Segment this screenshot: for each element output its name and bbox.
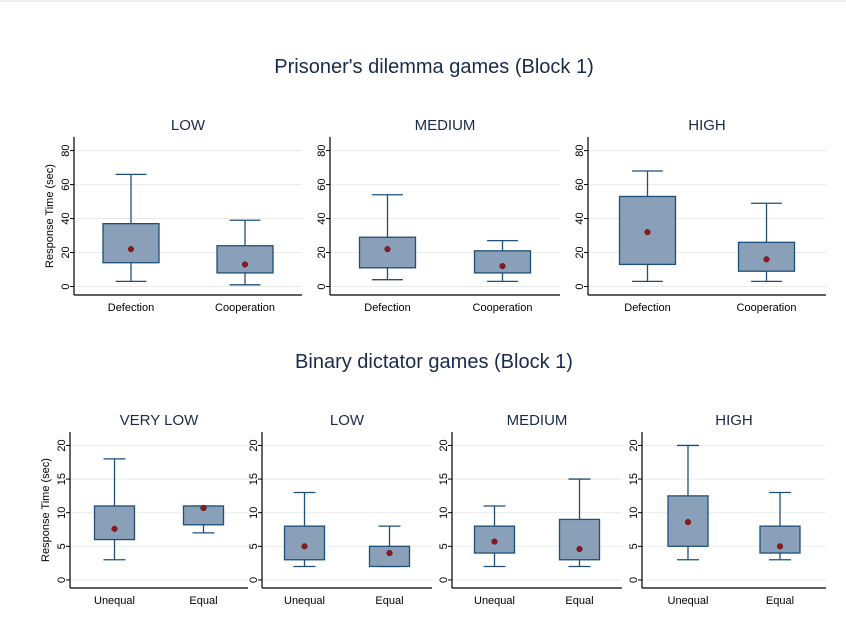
y-tick-label: 80: [60, 144, 72, 156]
box-iqr: [102, 222, 160, 264]
mean-marker: [241, 261, 249, 268]
panel-title: MEDIUM: [415, 117, 476, 134]
x-category-label: Equal: [375, 595, 403, 607]
y-tick-label: 0: [248, 577, 260, 583]
y-tick-label: 20: [316, 246, 328, 258]
y-tick-label: 5: [248, 543, 260, 549]
mean-marker: [499, 263, 506, 270]
y-tick-label: 10: [56, 507, 68, 519]
box-iqr: [93, 505, 136, 541]
x-category-label: Cooperation: [473, 302, 533, 314]
panel-title: LOW: [171, 117, 206, 134]
x-category-label: Defection: [364, 302, 410, 314]
y-tick-label: 0: [60, 283, 72, 289]
y-tick-label: 40: [316, 212, 328, 224]
y-tick-label: 10: [438, 507, 450, 519]
x-category-label: Equal: [189, 595, 217, 607]
y-tick-label: 60: [60, 178, 72, 190]
y-tick-label: 80: [574, 144, 586, 156]
y-tick-label: 0: [574, 283, 586, 289]
x-category-label: Cooperation: [215, 302, 275, 314]
section-title: Binary dictator games (Block 1): [295, 351, 573, 373]
y-tick-label: 0: [628, 577, 640, 583]
x-category-label: Unequal: [668, 595, 709, 607]
mean-marker: [644, 229, 651, 236]
top-divider: [0, 0, 846, 2]
x-category-label: Equal: [565, 595, 593, 607]
y-tick-label: 20: [60, 246, 72, 258]
box-iqr: [473, 250, 532, 274]
y-tick-label: 20: [438, 439, 450, 451]
x-category-label: Defection: [108, 302, 154, 314]
y-tick-label: 5: [56, 543, 68, 549]
panel-title: MEDIUM: [507, 412, 568, 429]
box-iqr: [358, 236, 417, 269]
y-tick-label: 0: [56, 577, 68, 583]
y-tick-label: 10: [628, 507, 640, 519]
mean-marker: [776, 543, 784, 550]
y-tick-label: 0: [316, 283, 328, 289]
y-tick-label: 60: [316, 178, 328, 190]
mean-marker: [200, 504, 207, 512]
y-tick-label: 60: [574, 178, 586, 190]
y-tick-label: 15: [628, 473, 640, 485]
y-tick-label: 15: [56, 473, 68, 485]
y-tick-label: 0: [438, 577, 450, 583]
box-iqr: [558, 518, 601, 561]
section-title: Prisoner's dilemma games (Block 1): [274, 56, 593, 78]
y-tick-label: 40: [60, 212, 72, 224]
y-tick-label: 15: [248, 473, 260, 485]
box-iqr: [368, 545, 411, 568]
y-tick-label: 20: [574, 246, 586, 258]
mean-marker: [684, 519, 692, 526]
x-category-label: Unequal: [284, 595, 325, 607]
y-tick-label: 80: [316, 144, 328, 156]
panel-title: HIGH: [688, 117, 726, 134]
y-tick-label: 40: [574, 212, 586, 224]
y-tick-label: 5: [438, 543, 450, 549]
panel-title: HIGH: [715, 412, 753, 429]
x-category-label: Cooperation: [737, 302, 797, 314]
y-tick-label: 10: [248, 507, 260, 519]
mean-marker: [127, 246, 135, 253]
x-category-label: Unequal: [94, 595, 135, 607]
x-category-label: Unequal: [474, 595, 515, 607]
mean-marker: [386, 549, 393, 557]
panel-title: LOW: [330, 412, 365, 429]
mean-marker: [491, 538, 498, 545]
mean-marker: [576, 545, 583, 553]
y-tick-label: 20: [628, 439, 640, 451]
y-tick-label: 15: [438, 473, 450, 485]
y-axis-label: Response Time (sec): [44, 164, 56, 268]
y-axis-label: Response Time (sec): [40, 458, 52, 562]
mean-marker: [384, 246, 391, 253]
box-iqr: [216, 245, 274, 274]
panel-title: VERY LOW: [120, 412, 199, 429]
y-tick-label: 5: [628, 543, 640, 549]
mean-marker: [301, 543, 308, 550]
y-tick-label: 20: [56, 439, 68, 451]
mean-marker: [763, 256, 770, 263]
box-iqr: [283, 525, 326, 561]
y-tick-label: 20: [248, 439, 260, 451]
x-category-label: Equal: [766, 595, 794, 607]
mean-marker: [111, 525, 118, 532]
x-category-label: Defection: [624, 302, 670, 314]
